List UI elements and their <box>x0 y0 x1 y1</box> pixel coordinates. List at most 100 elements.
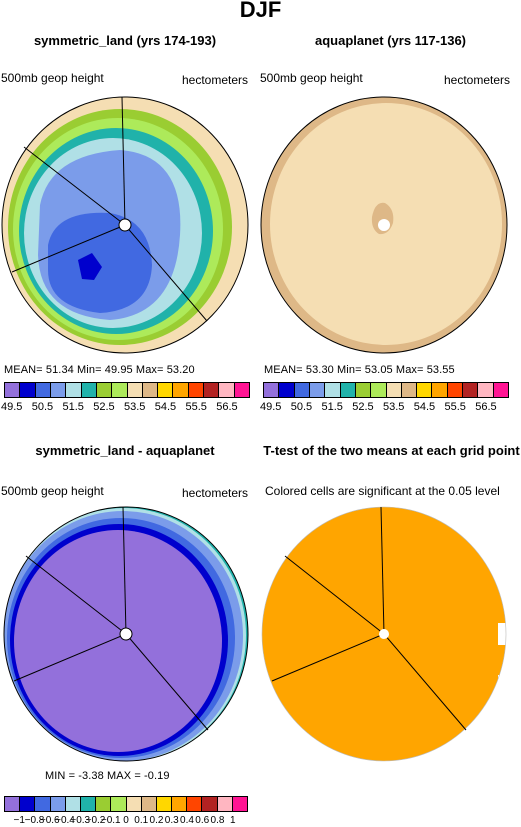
colorbar-swatch <box>325 383 341 397</box>
figure-title: DJF <box>239 0 282 22</box>
colorbar-swatch <box>202 797 218 811</box>
colorbar-swatch <box>126 797 142 811</box>
panel-2-units-label: hectometers <box>444 73 511 87</box>
colorbar-tick-label: 0.6 <box>195 815 210 826</box>
colorbar-tick-label: 53.5 <box>382 401 405 413</box>
panel-2-colorbar-ticks: 49.5 50.5 51.5 52.5 53.5 54.5 55.5 56.5 <box>259 401 509 415</box>
panel-2-colorbar <box>263 382 509 398</box>
panel-4-polar-map <box>261 506 507 762</box>
colorbar-tick-label: 0 <box>123 815 129 826</box>
colorbar-swatch <box>294 383 310 397</box>
colorbar-swatch <box>111 797 127 811</box>
colorbar-swatch <box>80 797 97 811</box>
colorbar-swatch <box>142 383 159 397</box>
colorbar-swatch <box>65 797 81 811</box>
colorbar-swatch <box>20 383 36 397</box>
colorbar-swatch <box>355 383 372 397</box>
colorbar-tick-label: 51.5 <box>62 401 84 413</box>
colorbar-tick-label: −1 <box>13 815 25 826</box>
panel-4-subtitle: Colored cells are significant at the 0.0… <box>265 484 500 498</box>
colorbar-swatch <box>219 383 235 397</box>
panel-3-variable-label: 500mb geop height <box>1 484 104 498</box>
colorbar-swatch <box>173 383 189 397</box>
colorbar-swatch <box>96 797 112 811</box>
colorbar-swatch <box>20 797 36 811</box>
panel-1-polar-map <box>1 96 249 354</box>
colorbar-swatch <box>234 383 249 397</box>
colorbar-swatch <box>127 383 143 397</box>
colorbar-tick-label: 52.5 <box>93 401 115 413</box>
colorbar-tick-label: 56.5 <box>475 401 497 413</box>
panel-3-stats: MIN = -3.38 MAX = -0.19 <box>45 770 170 782</box>
panel-1-units-label: hectometers <box>182 73 249 87</box>
colorbar-swatch <box>66 383 82 397</box>
colorbar-swatch <box>417 383 433 397</box>
panel-1-stats: MEAN= 51.34 Min= 49.95 Max= 53.20 <box>4 364 195 376</box>
panel-2-stats: MEAN= 53.30 Min= 53.05 Max= 53.55 <box>264 364 455 376</box>
panel-3-title: symmetric_land - aquaplanet <box>35 443 215 458</box>
colorbar-swatch <box>386 383 402 397</box>
colorbar-swatch <box>340 383 356 397</box>
panel-3-colorbar-ticks: −1 −0.8 −0.6 −0.4 −0.3 −0.2 −0.1 0 0.1 0.2 0.3 0.4 0… <box>4 815 248 827</box>
colorbar-tick-label: 49.5 <box>259 401 282 413</box>
colorbar-tick-label: 0.4 <box>180 815 194 826</box>
colorbar-tick-label: 54.5 <box>413 401 436 413</box>
colorbar-tick-label: 49.5 <box>0 401 23 413</box>
panel-3-colorbar <box>4 796 248 812</box>
colorbar-swatch <box>35 383 51 397</box>
colorbar-tick-label: −0.3 <box>70 815 91 826</box>
panel-2-variable-label: 500mb geop height <box>260 71 363 85</box>
colorbar-swatch <box>432 383 448 397</box>
colorbar-swatch <box>279 383 295 397</box>
colorbar-tick-label: 55.5 <box>185 401 207 413</box>
panel-1-variable-label: 500mb geop height <box>1 71 104 85</box>
colorbar-tick-label: 0.8 <box>210 815 225 826</box>
colorbar-swatch <box>35 797 51 811</box>
colorbar-swatch <box>5 797 21 811</box>
colorbar-tick-label: 1 <box>229 815 236 826</box>
colorbar-tick-label: −0.6 <box>39 815 60 826</box>
colorbar-tick-label: 55.5 <box>444 401 466 413</box>
colorbar-swatch <box>204 383 220 397</box>
colorbar-swatch <box>371 383 387 397</box>
panel-1-colorbar-ticks: 49.5 50.5 51.5 52.5 53.5 54.5 55.5 56.5 <box>0 401 250 415</box>
panel-4-title: T-test of the two means at each grid poi… <box>263 443 520 458</box>
colorbar-tick-label: 54.5 <box>154 401 177 413</box>
colorbar-swatch <box>156 797 173 811</box>
colorbar-swatch <box>5 383 21 397</box>
colorbar-swatch <box>232 797 247 811</box>
colorbar-tick-label: −0.1 <box>100 815 121 826</box>
panel-1-title: symmetric_land (yrs 174-193) <box>33 33 217 48</box>
panel-2-polar-map <box>260 96 508 354</box>
colorbar-swatch <box>50 797 66 811</box>
colorbar-swatch <box>50 383 67 397</box>
colorbar-swatch <box>478 383 494 397</box>
colorbar-swatch <box>264 383 280 397</box>
colorbar-tick-label: 52.5 <box>352 401 374 413</box>
colorbar-swatch <box>217 797 233 811</box>
colorbar-tick-label: 0.1 <box>134 815 149 826</box>
colorbar-swatch <box>158 383 174 397</box>
colorbar-swatch <box>188 383 205 397</box>
colorbar-swatch <box>141 797 157 811</box>
colorbar-swatch <box>401 383 418 397</box>
colorbar-swatch <box>447 383 464 397</box>
colorbar-tick-label: 51.5 <box>321 401 343 413</box>
colorbar-swatch <box>96 383 113 397</box>
panel-2-title: aquaplanet (yrs 117-136) <box>314 33 467 48</box>
colorbar-swatch <box>172 797 188 811</box>
colorbar-swatch <box>463 383 479 397</box>
colorbar-tick-label: 0.3 <box>164 815 179 826</box>
colorbar-tick-label: 0.2 <box>149 815 164 826</box>
colorbar-tick-label: −0.4 <box>55 815 75 826</box>
colorbar-swatch <box>309 383 326 397</box>
colorbar-tick-label: 50.5 <box>290 401 313 413</box>
colorbar-swatch <box>81 383 97 397</box>
panel-1-colorbar <box>4 382 250 398</box>
colorbar-swatch <box>493 383 508 397</box>
colorbar-tick-label: −0.2 <box>85 815 106 826</box>
colorbar-swatch <box>187 797 203 811</box>
colorbar-tick-label: 53.5 <box>123 401 146 413</box>
panel-3-units-label: hectometers <box>182 486 249 500</box>
colorbar-tick-label: 50.5 <box>31 401 54 413</box>
